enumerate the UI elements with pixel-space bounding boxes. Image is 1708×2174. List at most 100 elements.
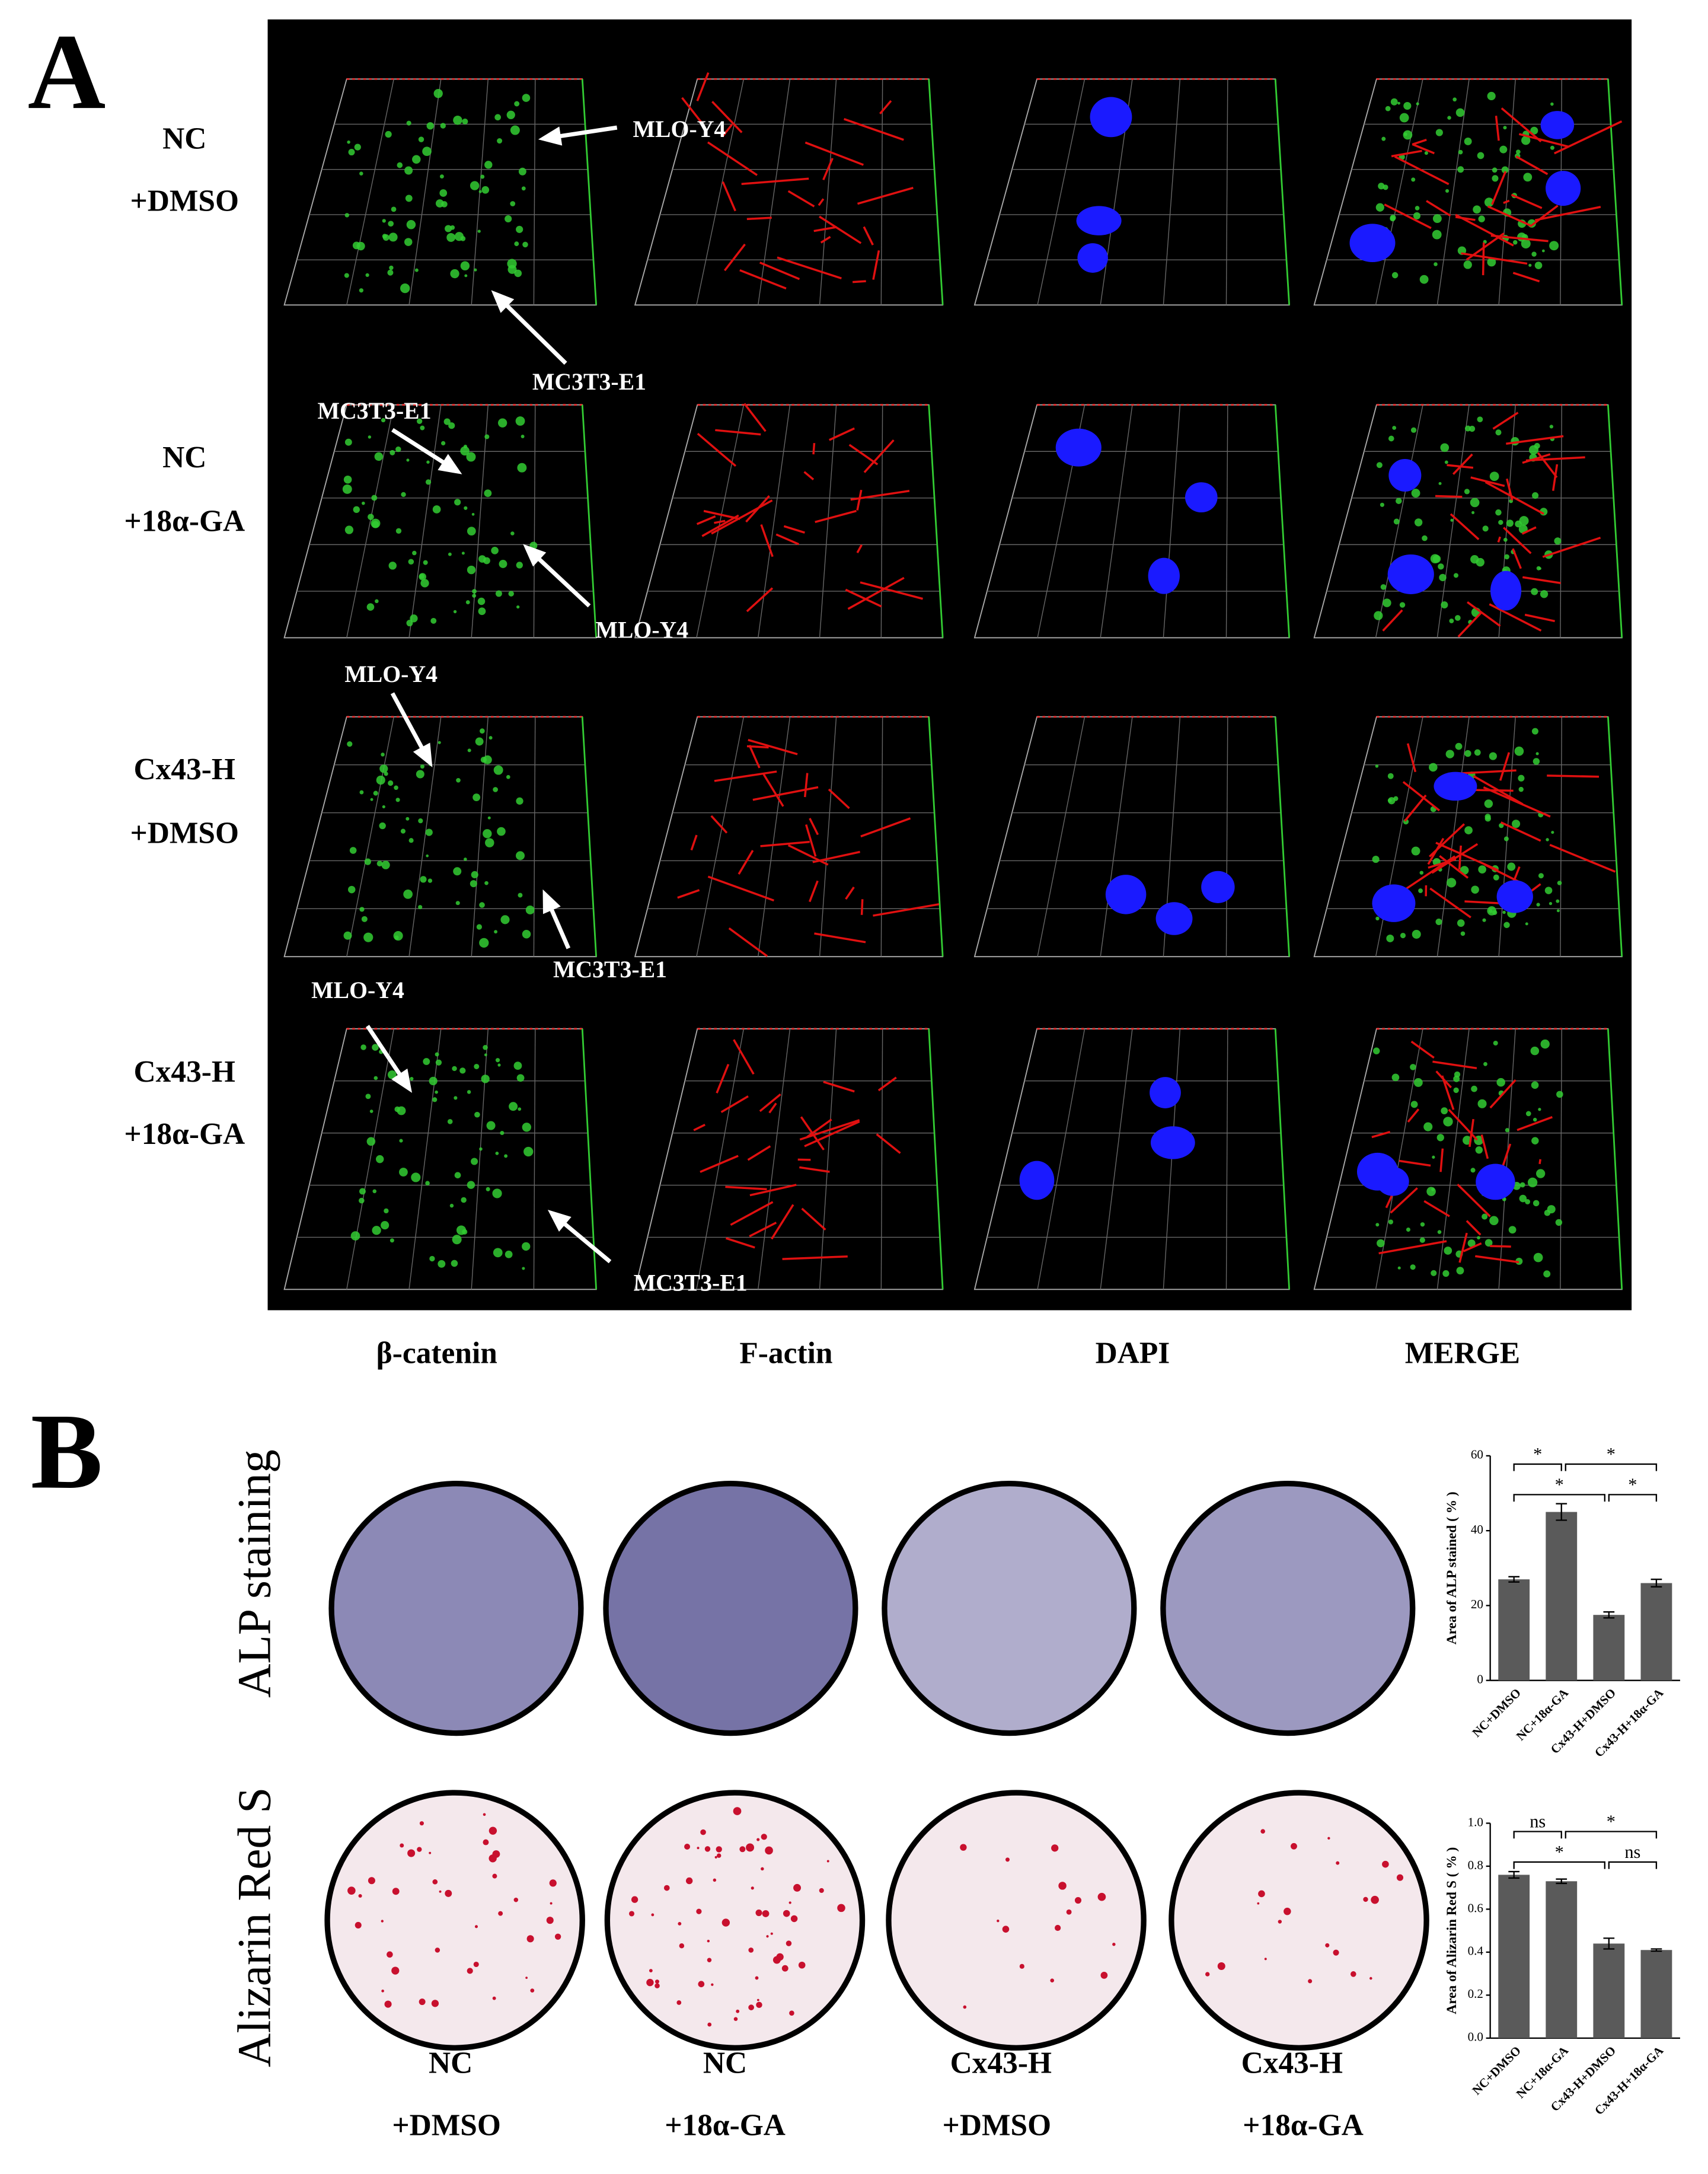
stain <box>382 234 387 239</box>
stain <box>1498 519 1503 525</box>
stain <box>1402 781 1440 812</box>
nodule <box>439 1890 442 1893</box>
nodule <box>655 1979 659 1984</box>
nodule <box>698 1981 705 1988</box>
stain <box>522 241 528 248</box>
stain <box>506 774 510 779</box>
stain <box>1525 456 1585 462</box>
stain <box>746 587 774 613</box>
stain <box>1435 495 1463 498</box>
stain <box>1478 865 1486 874</box>
stain <box>1487 257 1496 267</box>
nodule <box>1258 1890 1265 1898</box>
stain <box>371 495 378 501</box>
significance-bracket <box>1513 1831 1562 1839</box>
arrow-head <box>491 290 515 313</box>
nodule <box>432 1879 438 1885</box>
grid <box>471 1028 489 1290</box>
stain <box>730 1201 774 1226</box>
stain <box>711 499 773 535</box>
stain <box>823 1080 855 1093</box>
stain <box>1544 887 1553 894</box>
nodule <box>655 1983 660 1988</box>
stain <box>522 930 531 939</box>
nodule <box>549 1879 557 1887</box>
y-tick-label: 0.8 <box>1468 1858 1483 1872</box>
stain <box>747 1145 771 1161</box>
stain <box>412 550 417 556</box>
nodule <box>419 1821 424 1826</box>
stain <box>365 273 369 278</box>
stain <box>879 100 892 114</box>
stain <box>1490 1245 1511 1248</box>
stain <box>342 484 352 494</box>
stain <box>406 220 416 229</box>
grid <box>1163 79 1181 305</box>
stain <box>426 460 430 464</box>
stain <box>1429 887 1471 919</box>
stain <box>478 555 486 563</box>
stain <box>1547 1205 1556 1214</box>
stain <box>775 533 800 546</box>
stain <box>356 241 365 251</box>
stain <box>860 899 864 915</box>
stain <box>1390 1187 1418 1214</box>
stain <box>1420 1222 1425 1227</box>
arrow-head <box>438 454 462 474</box>
stain <box>438 741 441 744</box>
stain <box>1382 609 1403 632</box>
stain <box>1419 1237 1425 1243</box>
nucleus <box>1055 428 1102 467</box>
nodule <box>474 1925 478 1928</box>
grid <box>1225 716 1228 957</box>
nodule <box>793 1883 802 1892</box>
nodule <box>1369 1977 1372 1980</box>
stain <box>455 901 460 906</box>
column-label: MERGE <box>1405 1336 1520 1370</box>
stain <box>350 1231 360 1241</box>
stain <box>1452 453 1473 475</box>
stain <box>391 206 397 212</box>
grid <box>1037 79 1086 305</box>
grid-box <box>973 404 1290 639</box>
row-label: +18α-GA <box>124 505 245 538</box>
stain <box>1525 1199 1531 1204</box>
stain <box>1419 275 1429 284</box>
nodule <box>467 1968 473 1974</box>
stain <box>473 793 481 802</box>
nodule <box>1264 1958 1267 1961</box>
panel-label: B <box>31 1391 103 1511</box>
nodule <box>381 1920 384 1923</box>
nodule <box>550 1902 553 1905</box>
stain <box>1375 203 1384 212</box>
stain <box>426 854 429 858</box>
axis <box>928 1028 944 1290</box>
axis <box>581 404 598 638</box>
column-label: β-catenin <box>376 1336 497 1370</box>
stain <box>1454 615 1461 621</box>
stain <box>1521 238 1531 248</box>
nodule <box>1050 1978 1055 1983</box>
stain <box>1534 262 1543 269</box>
stain <box>376 775 385 785</box>
nodule <box>489 1854 497 1863</box>
stain <box>804 1120 860 1147</box>
stain <box>373 1076 378 1080</box>
stain <box>505 1250 513 1258</box>
stain <box>1543 1270 1551 1278</box>
stain <box>1410 1264 1416 1270</box>
stain <box>1493 1041 1498 1046</box>
stain <box>1439 1148 1444 1172</box>
stain <box>485 838 494 847</box>
stain <box>347 140 350 144</box>
stain <box>716 1063 730 1094</box>
stain <box>1400 932 1406 939</box>
stain <box>1375 916 1380 921</box>
stain <box>1497 536 1501 543</box>
stain <box>1455 108 1465 117</box>
stain <box>1492 167 1498 173</box>
stain <box>464 274 468 278</box>
stain <box>387 269 394 276</box>
stain <box>521 435 525 438</box>
nodule <box>358 1894 362 1898</box>
